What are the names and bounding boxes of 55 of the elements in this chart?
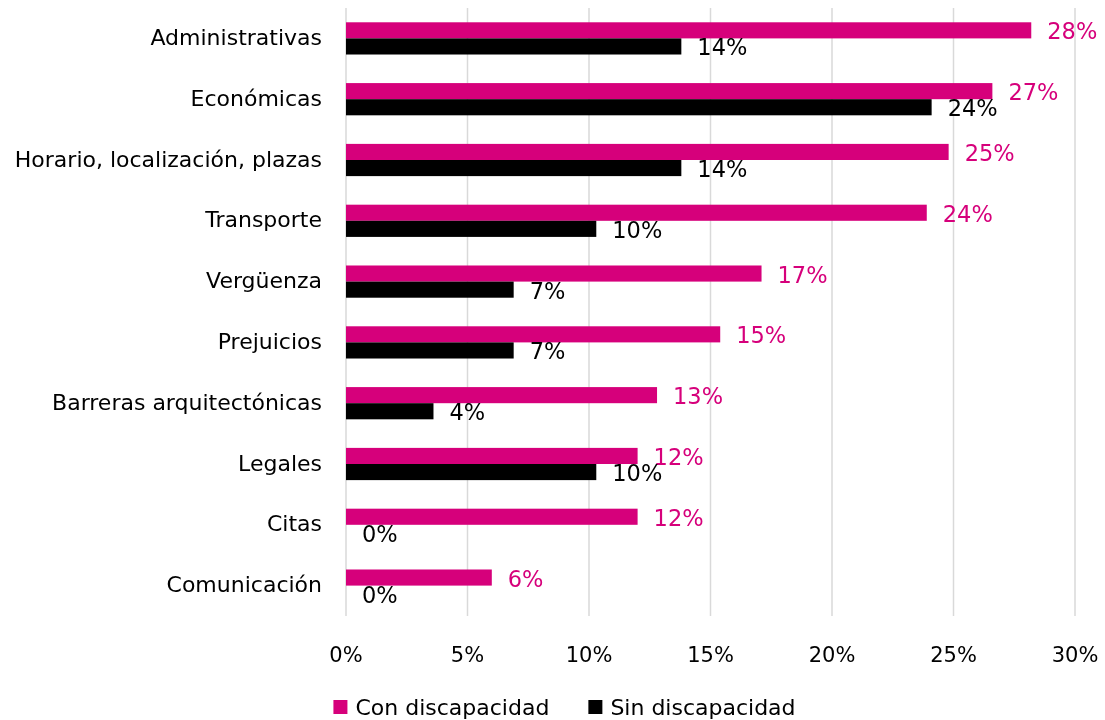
data-label: 7% bbox=[529, 277, 566, 304]
x-tick-label: 15% bbox=[687, 643, 734, 667]
y-tick-label: Transporte bbox=[204, 207, 322, 233]
data-label: 10% bbox=[612, 216, 663, 243]
data-label: 6% bbox=[507, 565, 544, 592]
data-label: 13% bbox=[673, 383, 724, 410]
y-tick-label: Horario, localización, plazas bbox=[14, 146, 322, 172]
x-tick-label: 25% bbox=[930, 643, 977, 667]
data-label: 0% bbox=[362, 520, 398, 547]
bar bbox=[346, 38, 682, 55]
y-tick-label: Barreras arquitectónicas bbox=[52, 389, 322, 415]
data-label: 7% bbox=[529, 338, 566, 365]
data-label: 14% bbox=[697, 34, 748, 61]
x-tick-label: 20% bbox=[808, 643, 856, 667]
data-label: 24% bbox=[942, 200, 993, 227]
bar bbox=[346, 464, 597, 481]
bar bbox=[346, 204, 927, 221]
data-label: 27% bbox=[1008, 79, 1059, 106]
x-tick-label: 30% bbox=[1051, 643, 1099, 667]
data-label: 14% bbox=[697, 156, 748, 183]
bar bbox=[346, 99, 932, 116]
data-label: 0% bbox=[362, 581, 398, 608]
bar bbox=[346, 160, 682, 177]
data-label: 25% bbox=[964, 139, 1015, 166]
y-tick-label: Citas bbox=[266, 511, 322, 537]
y-tick-label: Vergüenza bbox=[206, 268, 322, 294]
legend-label: Sin discapacidad bbox=[610, 694, 796, 720]
x-tick-label: 0% bbox=[329, 643, 363, 667]
data-label: 15% bbox=[736, 322, 787, 349]
y-tick-label: Administrativas bbox=[150, 24, 322, 50]
x-tick-label: 10% bbox=[565, 643, 613, 667]
bar bbox=[346, 326, 721, 343]
data-label: 17% bbox=[777, 261, 828, 288]
bar bbox=[346, 143, 949, 160]
bar bbox=[346, 281, 514, 298]
legend-label: Con discapacidad bbox=[355, 694, 550, 720]
x-tick-label: 5% bbox=[450, 643, 485, 667]
bar bbox=[346, 342, 514, 359]
y-tick-label: Prejuicios bbox=[217, 328, 322, 354]
data-label: 12% bbox=[653, 504, 704, 531]
bar bbox=[346, 387, 658, 404]
bar bbox=[346, 83, 993, 100]
bar bbox=[346, 508, 638, 525]
bar bbox=[346, 403, 434, 420]
bar bbox=[346, 220, 597, 237]
bar bbox=[346, 569, 492, 586]
data-label: 28% bbox=[1047, 18, 1098, 45]
y-tick-label: Comunicación bbox=[166, 572, 322, 598]
data-label: 24% bbox=[947, 95, 998, 122]
y-tick-label: Legales bbox=[238, 450, 322, 476]
bar bbox=[346, 447, 638, 464]
bar bbox=[346, 265, 762, 282]
data-label: 4% bbox=[449, 399, 486, 426]
bar bbox=[346, 22, 1032, 39]
y-tick-label: Económicas bbox=[190, 85, 322, 111]
